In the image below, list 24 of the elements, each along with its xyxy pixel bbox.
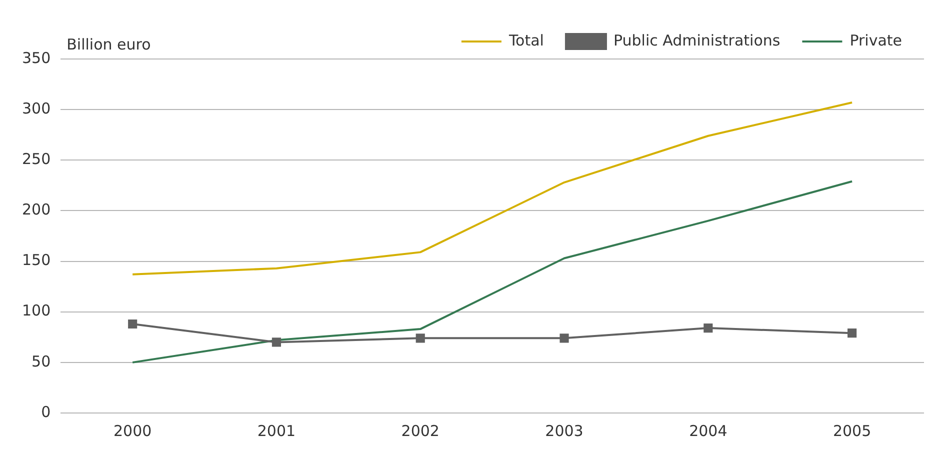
- x-tick-label: 2005: [832, 422, 872, 440]
- y-tick-label: 350: [22, 48, 51, 67]
- y-tick-label: 300: [22, 99, 51, 118]
- point: [704, 324, 713, 333]
- point: [272, 338, 282, 347]
- legend-label: Private: [850, 31, 902, 50]
- x-tick-label: 2003: [545, 422, 584, 440]
- x-tick-label: 2001: [257, 422, 296, 440]
- y-tick-label: 200: [22, 200, 51, 219]
- x-tick-label: 2002: [401, 422, 440, 440]
- y-tick-label: 50: [32, 352, 51, 370]
- y-axis-title: Billion euro: [66, 35, 151, 54]
- y-tick-label: 150: [22, 251, 51, 270]
- x-tick-label: 2004: [689, 422, 728, 440]
- y-tick-label: 100: [22, 302, 51, 320]
- point: [416, 334, 425, 343]
- point: [128, 319, 138, 329]
- point: [848, 328, 857, 338]
- y-tick-label: 0: [41, 402, 51, 421]
- x-tick-label: 2000: [113, 422, 152, 440]
- point: [560, 334, 569, 343]
- legend-label: Total: [508, 31, 544, 50]
- legend-label: Public Administrations: [613, 31, 780, 50]
- y-tick-label: 250: [22, 150, 51, 168]
